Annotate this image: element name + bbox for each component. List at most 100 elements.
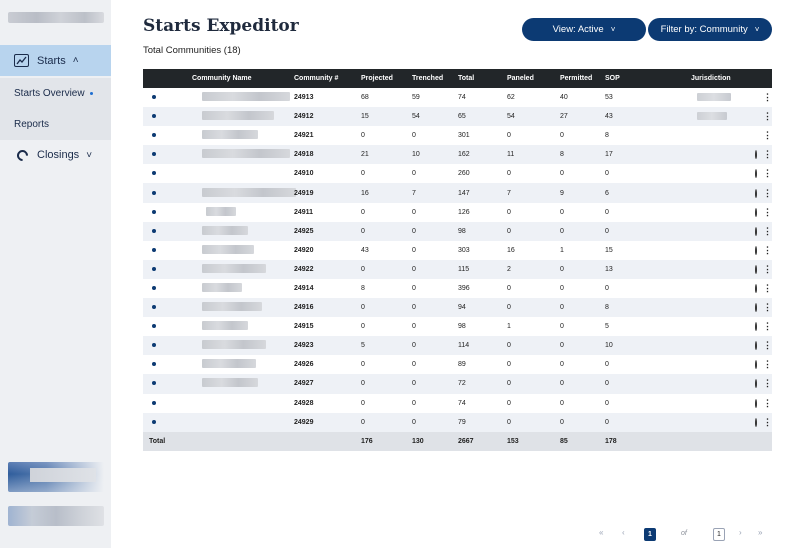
starts-submenu: Starts Overview Reports	[0, 78, 111, 140]
kebab-menu-icon[interactable]: ⋮	[763, 149, 772, 160]
comment-bubble-icon[interactable]	[755, 398, 757, 408]
cell-paneled: 1	[507, 323, 511, 331]
sidebar-item-starts-overview[interactable]: Starts Overview	[0, 78, 111, 109]
community-name[interactable]	[202, 149, 290, 159]
col-trenched[interactable]: Trenched	[412, 75, 444, 82]
kebab-menu-icon[interactable]: ⋮	[763, 130, 772, 141]
comment-bubble-icon[interactable]	[755, 150, 757, 160]
cell-permitted: 0	[560, 284, 564, 292]
col-paneled[interactable]: Paneled	[507, 75, 534, 82]
total-communities: Total Communities (18)	[143, 45, 241, 56]
community-name[interactable]	[202, 225, 248, 235]
comment-bubble-icon[interactable]	[755, 303, 757, 313]
comment-bubble-icon[interactable]	[755, 283, 757, 293]
col-community-name[interactable]: Community Name	[192, 75, 252, 82]
kebab-menu-icon[interactable]: ⋮	[763, 416, 772, 427]
cell-paneled: 0	[507, 342, 511, 350]
kebab-menu-icon[interactable]: ⋮	[763, 359, 772, 370]
kebab-menu-icon[interactable]: ⋮	[763, 340, 772, 351]
col-total[interactable]: Total	[458, 75, 475, 82]
table-row[interactable]: 24920 43 0 303 16 1 15 ⋮	[143, 240, 772, 260]
kebab-menu-icon[interactable]: ⋮	[763, 378, 772, 389]
app-logo[interactable]	[8, 12, 104, 23]
user-account[interactable]	[8, 506, 104, 526]
community-name[interactable]	[202, 187, 296, 197]
table-row[interactable]: 24915 0 0 98 1 0 5 ⋮	[143, 317, 772, 337]
table-row[interactable]: 24919 16 7 147 7 9 6 ⋮	[143, 183, 772, 203]
table-row[interactable]: 24929 0 0 79 0 0 0 ⋮	[143, 412, 772, 432]
community-name[interactable]	[202, 282, 242, 292]
kebab-menu-icon[interactable]: ⋮	[763, 263, 772, 274]
kebab-menu-icon[interactable]: ⋮	[763, 302, 772, 313]
comment-bubble-icon[interactable]	[755, 417, 757, 427]
community-name[interactable]	[202, 340, 266, 350]
next-page-icon[interactable]: ›	[739, 528, 742, 537]
kebab-menu-icon[interactable]: ⋮	[763, 92, 772, 103]
comment-bubble-icon[interactable]	[755, 322, 757, 332]
table-row[interactable]: 24921 0 0 301 0 0 8 ⋮	[143, 126, 772, 146]
last-page-icon[interactable]: »	[758, 528, 763, 537]
kebab-menu-icon[interactable]: ⋮	[763, 168, 772, 179]
table-row[interactable]: 24928 0 0 74 0 0 0 ⋮	[143, 393, 772, 413]
comment-bubble-icon[interactable]	[755, 341, 757, 351]
kebab-menu-icon[interactable]: ⋮	[763, 397, 772, 408]
comment-bubble-icon[interactable]	[755, 379, 757, 389]
table-row[interactable]: 24925 0 0 98 0 0 0 ⋮	[143, 221, 772, 241]
table-row[interactable]: 24910 0 0 260 0 0 0 ⋮	[143, 164, 772, 184]
community-name[interactable]	[202, 92, 290, 102]
col-projected[interactable]: Projected	[361, 75, 393, 82]
comment-bubble-icon[interactable]	[755, 264, 757, 274]
community-name[interactable]	[202, 244, 254, 254]
cell-projected: 8	[361, 284, 365, 292]
view-filter-button[interactable]: View: Active ˅	[522, 18, 646, 41]
cell-projected: 0	[361, 170, 365, 178]
community-name[interactable]	[202, 302, 262, 312]
community-name[interactable]	[202, 263, 266, 273]
community-name[interactable]	[202, 359, 256, 369]
chevron-down-icon: ˅	[610, 25, 616, 34]
comment-bubble-icon[interactable]	[755, 169, 757, 179]
cell-trenched: 0	[412, 323, 416, 331]
sidebar-item-reports[interactable]: Reports	[0, 109, 111, 140]
table-row[interactable]: 24918 21 10 162 11 8 17 ⋮	[143, 145, 772, 165]
col-community-num[interactable]: Community #	[294, 75, 339, 82]
table-row[interactable]: 24927 0 0 72 0 0 0 ⋮	[143, 374, 772, 394]
cell-trenched: 0	[412, 132, 416, 140]
kebab-menu-icon[interactable]: ⋮	[763, 321, 772, 332]
community-name[interactable]	[202, 111, 274, 121]
comment-bubble-icon[interactable]	[755, 245, 757, 255]
comment-bubble-icon[interactable]	[755, 188, 757, 198]
current-page[interactable]: 1	[644, 528, 656, 541]
table-row[interactable]: 24914 8 0 396 0 0 0 ⋮	[143, 278, 772, 299]
cell-permitted: 40	[560, 94, 568, 102]
comment-bubble-icon[interactable]	[755, 226, 757, 236]
kebab-menu-icon[interactable]: ⋮	[763, 244, 772, 255]
comment-bubble-icon[interactable]	[755, 360, 757, 370]
kebab-menu-icon[interactable]: ⋮	[763, 111, 772, 122]
community-name[interactable]	[202, 130, 258, 140]
table-row[interactable]: 24923 5 0 114 0 0 10 ⋮	[143, 336, 772, 356]
table-row[interactable]: 24922 0 0 115 2 0 13 ⋮	[143, 259, 772, 279]
col-sop[interactable]: SOP	[605, 75, 620, 82]
table-row[interactable]: 24916 0 0 94 0 0 8 ⋮	[143, 298, 772, 318]
comment-bubble-icon[interactable]	[755, 207, 757, 217]
table-row[interactable]: 24912 15 54 65 54 27 43 ⋮	[143, 107, 772, 127]
kebab-menu-icon[interactable]: ⋮	[763, 225, 772, 236]
first-page-icon[interactable]: «	[599, 528, 604, 537]
kebab-menu-icon[interactable]: ⋮	[763, 187, 772, 198]
kebab-menu-icon[interactable]: ⋮	[763, 282, 772, 293]
community-name[interactable]	[206, 206, 236, 216]
community-name[interactable]	[202, 321, 248, 331]
table-row[interactable]: 24911 0 0 126 0 0 0 ⋮	[143, 202, 772, 222]
nav-starts[interactable]: Starts ˄	[0, 45, 111, 76]
cell-permitted: 9	[560, 189, 564, 197]
col-permitted[interactable]: Permitted	[560, 75, 593, 82]
community-name[interactable]	[202, 378, 258, 388]
kebab-menu-icon[interactable]: ⋮	[763, 206, 772, 217]
community-filter-button[interactable]: Filter by: Community ˅	[648, 18, 772, 41]
prev-page-icon[interactable]: ‹	[622, 528, 625, 537]
table-row[interactable]: 24913 68 59 74 62 40 53 ⋮	[143, 88, 772, 108]
col-jurisdiction[interactable]: Jurisdiction	[691, 75, 731, 82]
nav-closings[interactable]: Closings ˅	[0, 142, 111, 168]
table-row[interactable]: 24926 0 0 89 0 0 0 ⋮	[143, 355, 772, 375]
